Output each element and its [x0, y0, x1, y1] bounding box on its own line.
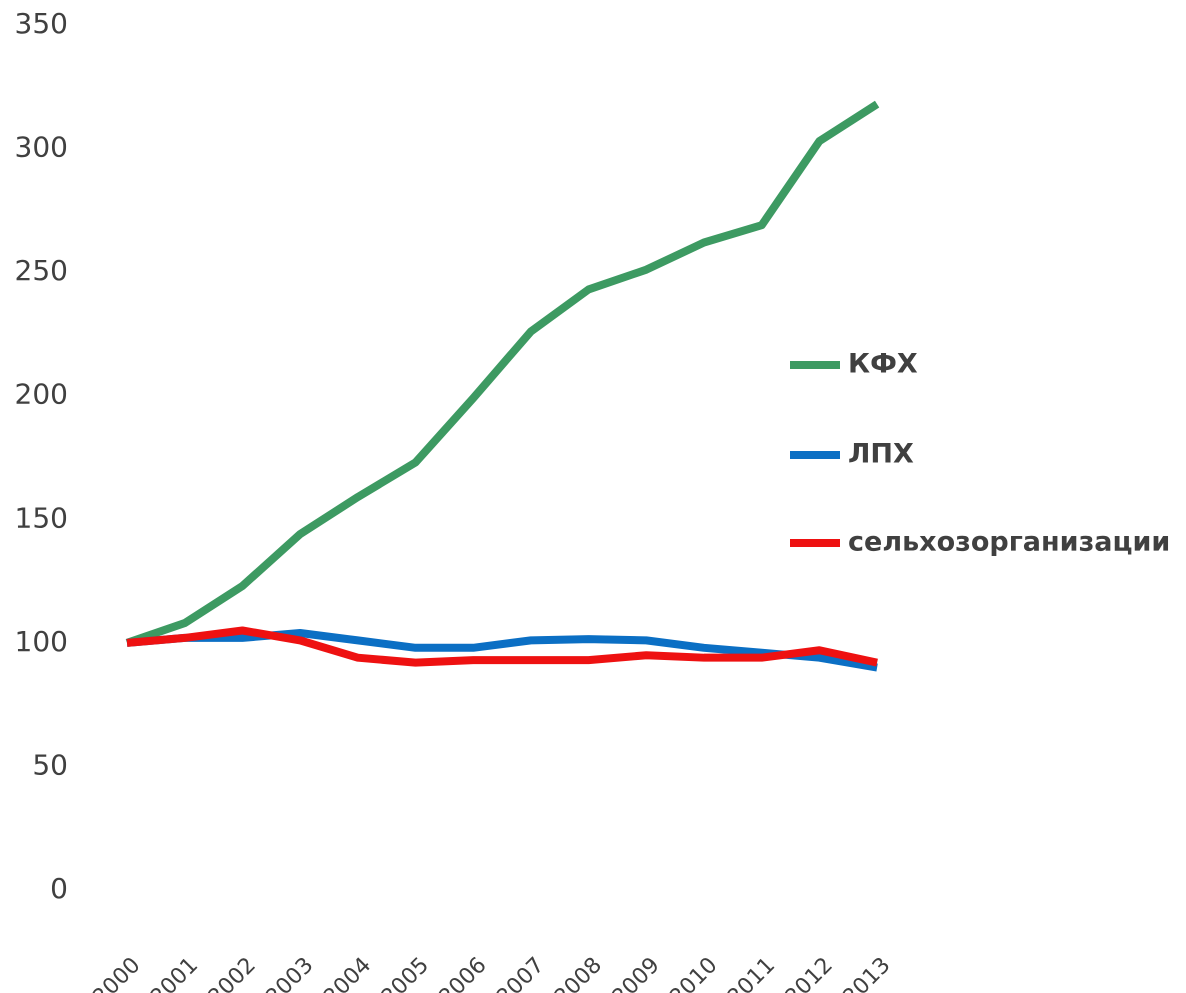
- x-tick-label: 2006: [434, 953, 491, 993]
- x-tick-label: 2002: [204, 953, 261, 993]
- x-tick-label: 2000: [88, 953, 145, 993]
- y-tick-label: 350: [15, 7, 68, 40]
- x-tick-label: 2012: [781, 953, 838, 993]
- y-tick-label: 300: [15, 131, 68, 164]
- y-tick-label: 150: [15, 501, 68, 534]
- y-tick-label: 200: [15, 378, 68, 411]
- x-tick-label: 2013: [838, 953, 895, 993]
- x-tick-label: 2003: [261, 953, 318, 993]
- x-tick-label: 2004: [319, 953, 376, 993]
- y-tick-label: 50: [32, 748, 68, 781]
- x-tick-label: 2005: [377, 953, 434, 993]
- y-tick-label: 100: [15, 625, 68, 658]
- x-tick-label: 2009: [608, 953, 665, 993]
- x-tick-label: 2008: [550, 953, 607, 993]
- x-tick-label: 2007: [492, 953, 549, 993]
- line: [126, 628, 878, 672]
- legend-label: сельхозорганизации: [848, 527, 1170, 558]
- y-tick-label: 250: [15, 254, 68, 287]
- x-tick-label: 2001: [146, 953, 203, 993]
- y-tick-label: 0: [50, 872, 68, 905]
- line: [125, 100, 880, 647]
- legend-label: КФХ: [848, 349, 918, 380]
- x-tick-label: 2010: [665, 953, 722, 993]
- legend-label: ЛПХ: [848, 439, 914, 470]
- x-tick-label: 2011: [723, 953, 780, 993]
- line: [126, 626, 878, 667]
